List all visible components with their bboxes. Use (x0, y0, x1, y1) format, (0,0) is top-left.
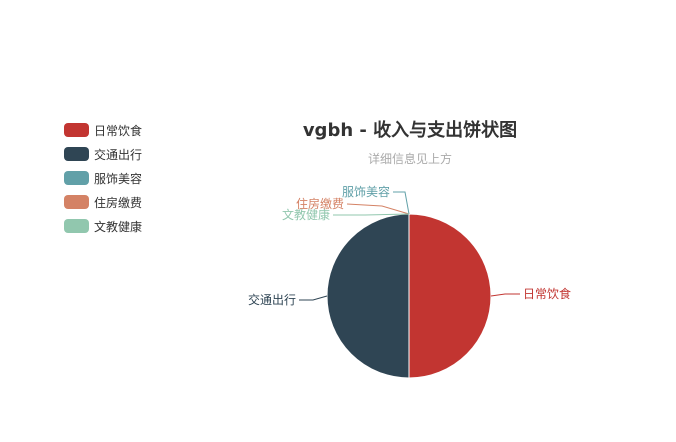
legend-swatch (64, 195, 89, 209)
label-leader-line (393, 191, 410, 215)
chart-subtitle: 详细信息见上方 (367, 152, 452, 166)
chart-title: vgbh - 收入与支出饼状图 (302, 120, 518, 141)
slice-label: 交通出行 (248, 292, 296, 307)
legend-item[interactable]: 交通出行 (64, 142, 142, 166)
slice-label: 文教健康 (282, 207, 330, 222)
legend-swatch (64, 147, 89, 161)
slice-label: 住房缴费 (296, 196, 344, 211)
legend-label: 住房缴费 (94, 195, 143, 210)
label-leader-line (299, 295, 328, 301)
legend-item[interactable]: 服饰美容 (64, 166, 142, 190)
label-leader-line (490, 293, 520, 297)
legend-label: 文教健康 (94, 219, 143, 234)
legend-item[interactable]: 日常饮食 (64, 118, 142, 142)
legend-item[interactable]: 文教健康 (64, 214, 142, 238)
legend-label: 日常饮食 (94, 123, 143, 138)
label-leader-line (346, 203, 410, 215)
legend-swatch (64, 171, 89, 185)
legend-item[interactable]: 住房缴费 (64, 190, 142, 214)
legend-label: 服饰美容 (94, 171, 143, 186)
pie-slice[interactable] (408, 213, 492, 379)
label-leader-line (333, 213, 410, 216)
slice-label: 日常饮食 (523, 286, 571, 301)
pie-slice[interactable] (326, 213, 410, 379)
slice-label: 服饰美容 (342, 184, 390, 199)
legend-swatch (64, 123, 89, 137)
title-block: vgbh - 收入与支出饼状图 详细信息见上方 (210, 116, 610, 167)
legend: 日常饮食交通出行服饰美容住房缴费文教健康 (64, 118, 142, 238)
legend-swatch (64, 219, 89, 233)
legend-label: 交通出行 (94, 147, 143, 162)
